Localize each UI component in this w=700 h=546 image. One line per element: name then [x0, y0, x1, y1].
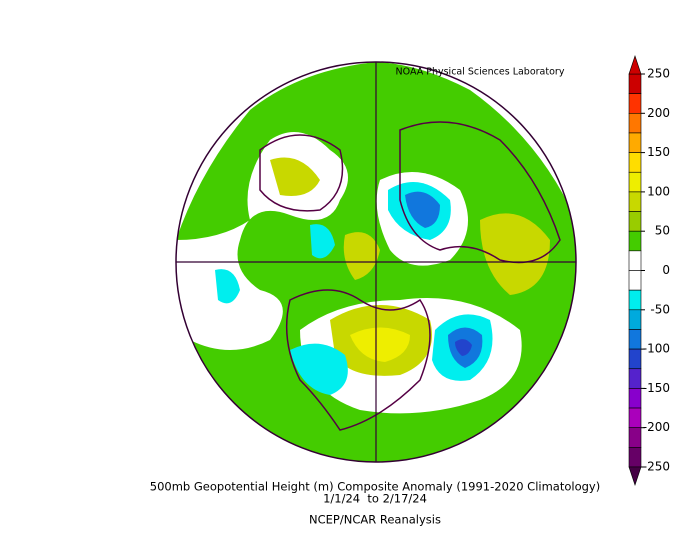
colorbar-tick-label: -100 — [643, 342, 670, 356]
colorbar-tick-label: 150 — [647, 145, 670, 159]
colorbar-tick-label: 50 — [655, 224, 670, 238]
colorbar-segment — [628, 152, 642, 173]
colorbar-segment — [628, 270, 642, 291]
caption: 1/1/24 to 2/17/24 — [323, 492, 427, 506]
credit: NOAA Physical Sciences Laboratory — [396, 67, 565, 78]
colorbar-tick-label: -150 — [643, 381, 670, 395]
colorbar-segment — [628, 388, 642, 409]
colorbar: 250 200 150 100 50 0 -50 -100 -150 -200 -250 — [628, 55, 670, 486]
colorbar-segment — [628, 289, 642, 311]
colorbar-tick-label: 200 — [647, 106, 670, 120]
colorbar-tick-label: 250 — [647, 67, 670, 81]
colorbar-segment — [628, 250, 642, 271]
colorbar-segment — [628, 132, 642, 153]
caption: NCEP/NCAR Reanalysis — [309, 513, 441, 527]
colorbar-segment — [628, 171, 642, 193]
colorbar-segment — [628, 93, 642, 114]
map-disk — [176, 62, 576, 462]
colorbar-segment — [628, 230, 642, 252]
colorbar-segment — [628, 348, 642, 370]
colorbar-tick-label: -200 — [643, 420, 670, 434]
colorbar-extend — [628, 466, 642, 486]
colorbar-extend — [628, 55, 642, 75]
colorbar-segment — [628, 368, 642, 389]
colorbar-segment — [628, 309, 642, 330]
colorbar-segment — [628, 113, 642, 134]
colorbar-tick-label: -50 — [650, 302, 670, 316]
colorbar-segment — [628, 329, 642, 350]
colorbar-tick-label: -250 — [643, 460, 670, 474]
colorbar-segment — [628, 191, 642, 212]
colorbar-tick-label: 0 — [662, 263, 670, 277]
colorbar-segment — [628, 211, 642, 232]
colorbar-segment — [628, 447, 642, 468]
colorbar-segment — [628, 427, 642, 448]
caption: 500mb Geopotential Height (m) Composite … — [150, 480, 600, 494]
colorbar-segment — [628, 407, 642, 428]
colorbar-tick-label: 100 — [647, 184, 670, 198]
colorbar-segment — [628, 73, 642, 94]
